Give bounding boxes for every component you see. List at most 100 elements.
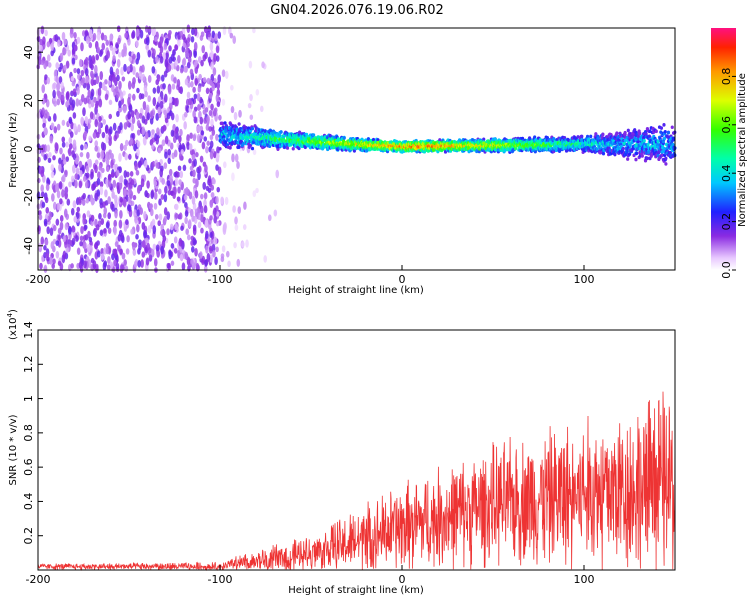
heatmap-cell — [39, 262, 43, 270]
heatmap-cell — [110, 152, 114, 160]
heatmap-cell — [176, 196, 181, 202]
heatmap-cell — [123, 178, 128, 186]
heatmap-cell — [197, 171, 201, 181]
heatmap-cell — [671, 142, 675, 147]
heatmap-cell — [94, 164, 98, 174]
heatmap-cell — [198, 73, 202, 81]
heatmap-cell — [107, 173, 112, 181]
colorbar-tick-label: 0.2 — [720, 213, 733, 231]
heatmap-cell — [638, 131, 642, 136]
heatmap-cell — [159, 100, 164, 109]
heatmap-cell — [291, 146, 295, 151]
heatmap-cell — [41, 107, 45, 116]
heatmap-cell — [122, 188, 127, 198]
heatmap-cell — [182, 42, 187, 48]
heatmap-cell — [73, 122, 77, 132]
heatmap-cell — [135, 28, 140, 37]
heatmap-cell — [211, 30, 216, 39]
heatmap-cell — [166, 180, 171, 187]
heatmap-cell — [70, 207, 75, 216]
heatmap-cell — [178, 135, 182, 143]
heatmap-cell — [236, 258, 241, 267]
heatmap-cell — [62, 159, 67, 165]
heatmap-cell — [234, 153, 239, 163]
heatmap-cell — [96, 240, 100, 246]
heatmap-cell — [65, 91, 70, 101]
heatmap-cell — [107, 80, 112, 86]
heatmap-cell — [215, 55, 220, 62]
heatmap-cell — [153, 180, 158, 187]
heatmap-cell — [94, 102, 99, 109]
heatmap-cell — [664, 156, 668, 161]
heatmap-cell — [276, 147, 280, 151]
heatmap-cell — [95, 224, 100, 231]
heatmap-cell — [52, 258, 56, 265]
heatmap-cell — [141, 251, 146, 258]
heatmap-cell — [160, 74, 165, 82]
heatmap-cell — [174, 177, 179, 187]
snr-plot-area — [38, 330, 675, 570]
heatmap-cell — [163, 162, 168, 170]
heatmap-x-tick-label: 100 — [574, 273, 595, 286]
heatmap-cell — [138, 71, 143, 80]
heatmap-cell — [140, 93, 145, 100]
heatmap-cell — [61, 136, 66, 143]
heatmap-cell — [626, 128, 630, 133]
heatmap-cell — [230, 84, 234, 91]
heatmap-cell — [79, 240, 83, 247]
heatmap-cell — [173, 236, 178, 244]
heatmap-cell — [185, 104, 190, 114]
heatmap-cell — [204, 259, 208, 267]
heatmap-cell — [104, 125, 109, 135]
heatmap-cell — [140, 259, 144, 268]
heatmap-cell — [97, 120, 102, 130]
heatmap-cell — [187, 56, 192, 63]
heatmap-cell — [151, 160, 156, 168]
heatmap-cell — [177, 55, 181, 64]
heatmap-cell — [212, 67, 217, 76]
heatmap-cell — [133, 260, 138, 268]
heatmap-cell — [538, 137, 543, 142]
heatmap-cell — [210, 118, 214, 128]
heatmap-cell — [168, 250, 172, 260]
heatmap-cell — [628, 143, 632, 148]
heatmap-cell — [46, 226, 51, 235]
snr-panel: -200 -100 0 100 0.20.40.60.811.21.4 Height … — [6, 309, 676, 596]
heatmap-cell — [94, 140, 99, 148]
heatmap-cell — [208, 93, 213, 99]
heatmap-cell — [41, 201, 46, 208]
heatmap-cell — [203, 205, 208, 214]
heatmap-cell — [663, 129, 667, 134]
heatmap-cell — [178, 86, 182, 94]
heatmap-cell — [112, 122, 117, 131]
heatmap-cell — [56, 190, 61, 199]
heatmap-cell — [255, 88, 260, 96]
heatmap-cell — [217, 74, 221, 84]
heatmap-cell — [55, 240, 60, 246]
heatmap-cell — [580, 134, 584, 139]
heatmap-cell — [53, 100, 57, 107]
heatmap-cell — [215, 246, 219, 253]
heatmap-cell — [243, 201, 247, 210]
heatmap-cell — [71, 81, 76, 87]
heatmap-cell — [191, 154, 196, 160]
heatmap-cell — [137, 184, 142, 191]
heatmap-cell — [36, 133, 41, 140]
heatmap-cell — [44, 196, 49, 204]
heatmap-cell — [61, 189, 65, 198]
colorbar-label: Normalized spectral amplitude — [737, 73, 748, 227]
heatmap-cell — [177, 186, 181, 194]
heatmap-cell — [200, 193, 204, 200]
heatmap-cell — [136, 129, 141, 136]
heatmap-cell — [552, 136, 556, 141]
heatmap-cell — [199, 251, 203, 259]
heatmap-cell — [342, 136, 346, 140]
heatmap-cell — [202, 109, 207, 115]
heatmap-cell — [92, 260, 97, 270]
heatmap-cell — [664, 162, 668, 166]
heatmap-cell — [192, 110, 196, 119]
heatmap-cell — [183, 194, 188, 201]
heatmap-cell — [167, 85, 172, 95]
heatmap-y-label: Frequency (Hz) — [8, 112, 19, 188]
heatmap-cell — [192, 86, 196, 93]
